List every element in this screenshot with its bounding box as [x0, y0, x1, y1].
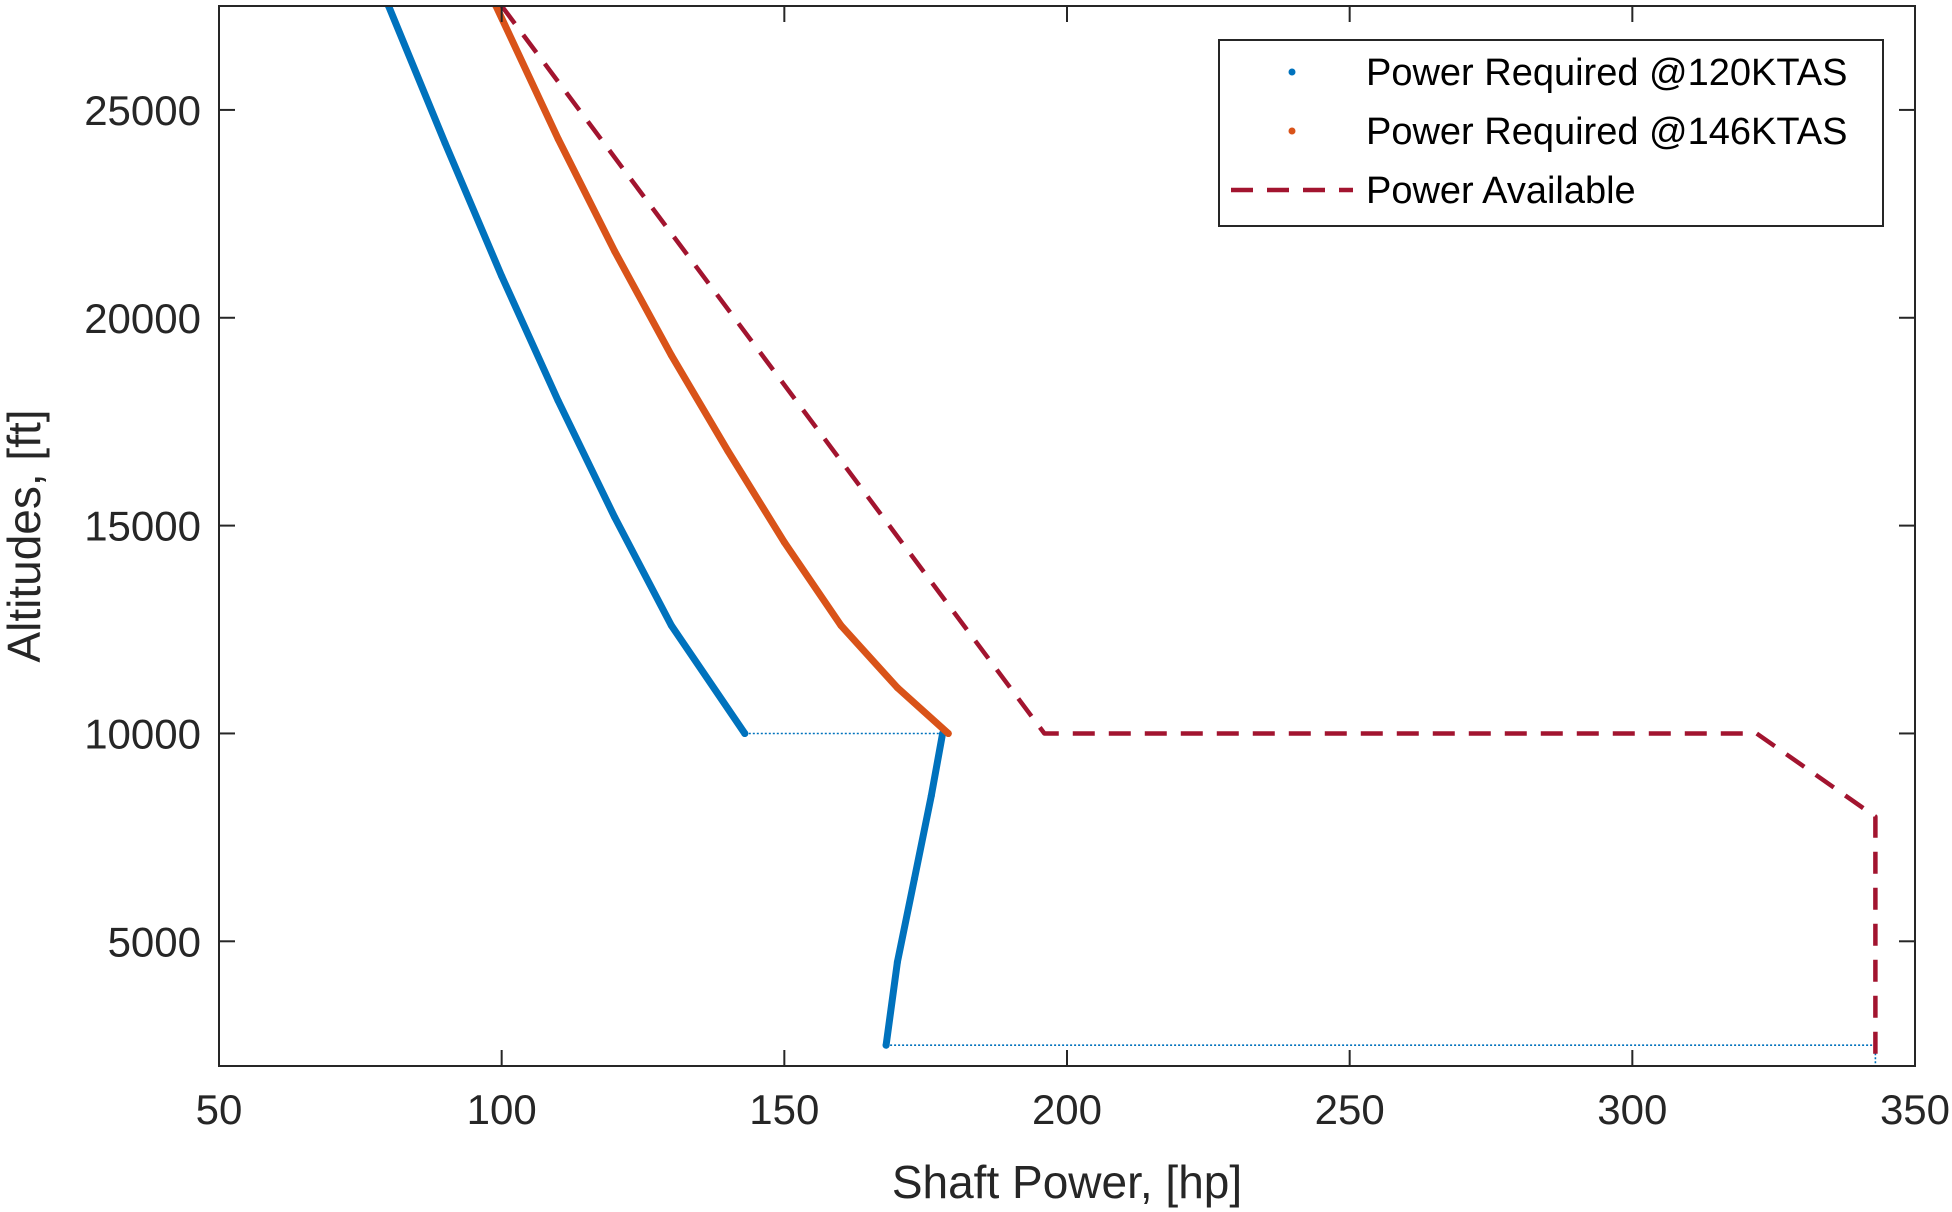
x-tick-label: 250	[1315, 1086, 1385, 1133]
series-2-point	[893, 684, 901, 692]
series-1-point	[498, 272, 506, 280]
series-1-point	[611, 513, 619, 521]
series-1-point	[882, 1041, 890, 1049]
legend: Power Required @120KTAS Power Required @1…	[1218, 39, 1884, 227]
series-1-point	[554, 397, 562, 405]
series-1-point	[910, 875, 918, 883]
x-tick-label: 300	[1597, 1086, 1667, 1133]
legend-sample-marker	[1288, 68, 1296, 76]
x-tick-label: 200	[1032, 1086, 1102, 1133]
series-2-point	[724, 447, 732, 455]
data-group	[385, 6, 1878, 1066]
series-1-point	[667, 621, 675, 629]
series-3-line	[499, 6, 1878, 1066]
series-1-point	[441, 139, 449, 147]
legend-label: Power Required @146KTAS	[1366, 111, 1847, 153]
x-tick-label: 50	[196, 1086, 243, 1133]
series-2-point	[944, 730, 952, 737]
plot-layer: 50 100 150 200 250 300 350 5000 10000 15000 20000 2…	[0, 5, 1950, 1208]
legend-box	[1218, 39, 1884, 227]
y-tick-label: 5000	[108, 918, 201, 965]
series-1-point	[927, 792, 935, 800]
y-tick-label: 20000	[84, 295, 201, 342]
y-axis-label: Altitudes, [ft]	[0, 409, 50, 662]
series-1-point	[893, 958, 901, 966]
series-1-point	[741, 730, 749, 737]
series-2-point	[837, 621, 845, 629]
series-2-point	[554, 135, 562, 143]
series-2-point	[611, 247, 619, 255]
x-axis-label: Shaft Power, [hp]	[892, 1156, 1242, 1208]
x-tick-label: 350	[1880, 1086, 1950, 1133]
x-tick-label: 100	[467, 1086, 537, 1133]
series-2-point	[667, 351, 675, 359]
legend-sample-marker	[1288, 127, 1296, 135]
legend-label: Power Required @120KTAS	[1366, 52, 1847, 94]
legend-label: Power Available	[1366, 170, 1636, 212]
y-tick-label: 15000	[84, 503, 201, 550]
series-2-point	[780, 538, 788, 546]
y-tick-label: 25000	[84, 87, 201, 134]
y-tick-label: 10000	[84, 710, 201, 757]
x-tick-label: 150	[749, 1086, 819, 1133]
